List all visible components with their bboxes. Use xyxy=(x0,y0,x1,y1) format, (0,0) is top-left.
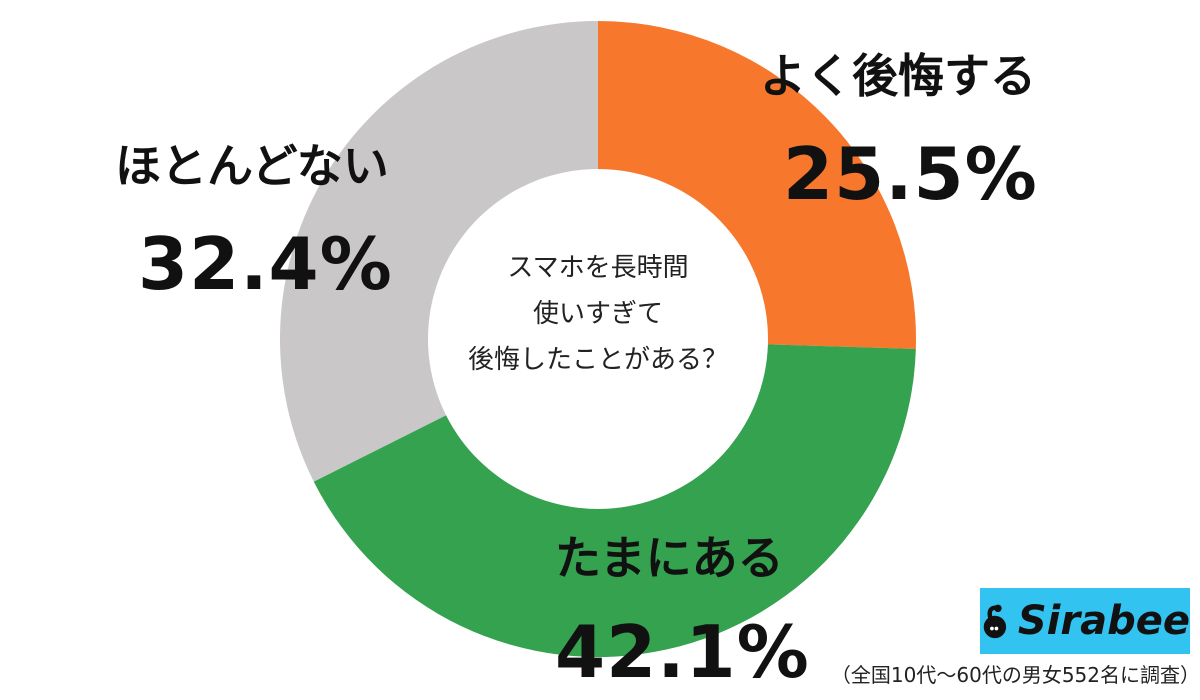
center-line: スマホを長時間 xyxy=(507,253,689,283)
slice-sometimes xyxy=(313,344,916,657)
center-line: 使いすぎて xyxy=(532,299,663,329)
label-rarely: ほとんどない xyxy=(115,139,389,193)
slice-rarely xyxy=(280,21,598,482)
survey-footnote: （全国10代〜60代の男女552名に調査） xyxy=(830,663,1200,687)
label-sometimes: たまにある xyxy=(555,531,784,585)
center-line: 後悔したことがある？ xyxy=(467,345,728,375)
center-question: スマホを長時間 使いすぎて 後悔したことがある？ xyxy=(448,245,748,383)
label-often-regret: よく後悔する xyxy=(760,49,1036,103)
slice-often-regret xyxy=(598,21,917,349)
value-rarely: 32.4% xyxy=(138,222,393,306)
value-often-regret: 25.5% xyxy=(783,132,1038,216)
value-sometimes: 42.1% xyxy=(555,610,810,694)
logo-text: Sirabee xyxy=(1017,598,1190,644)
sirabee-logo: Sirabee xyxy=(980,588,1190,654)
swan-icon xyxy=(983,604,1007,639)
